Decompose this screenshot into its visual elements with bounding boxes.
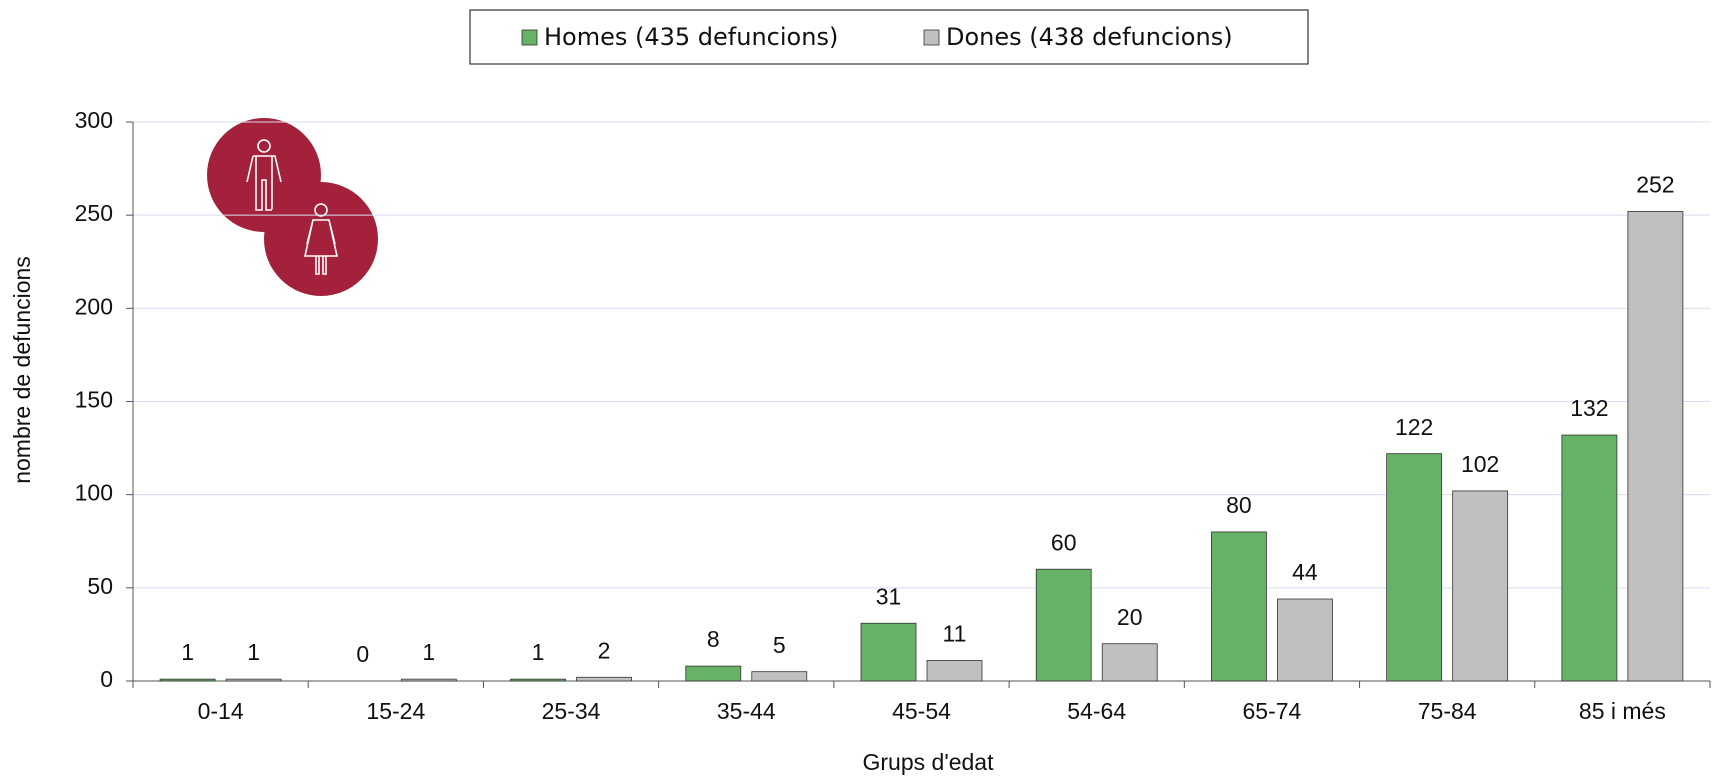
bar xyxy=(1277,598,1333,682)
x-tick-label: 54-64 xyxy=(1067,698,1126,724)
bar xyxy=(1101,643,1158,682)
data-label: 252 xyxy=(1636,172,1674,198)
x-tick-label: 85 i més xyxy=(1579,698,1666,724)
y-axis-label: nombre de defuncions xyxy=(9,256,35,484)
bar xyxy=(1452,490,1509,682)
y-tick-label: 0 xyxy=(100,666,113,692)
bar xyxy=(926,660,983,682)
y-tick-label: 200 xyxy=(75,293,113,319)
y-tick-label: 150 xyxy=(75,387,113,413)
legend-box xyxy=(469,9,1309,65)
legend-label: Homes (435 defuncions) xyxy=(544,23,838,51)
legend-label: Dones (438 defuncions) xyxy=(946,23,1233,51)
x-tick-label: 75-84 xyxy=(1418,698,1477,724)
data-label: 102 xyxy=(1461,451,1499,477)
icons xyxy=(207,118,378,296)
data-label: 0 xyxy=(356,641,369,667)
bar xyxy=(1627,211,1684,682)
data-label: 60 xyxy=(1051,529,1077,555)
bar xyxy=(860,622,917,682)
bar xyxy=(1211,531,1267,682)
data-label: 44 xyxy=(1292,559,1318,585)
x-axis-label: Grups d'edat xyxy=(863,749,995,775)
data-label: 2 xyxy=(598,637,611,663)
data-label: 132 xyxy=(1570,395,1608,421)
data-label: 8 xyxy=(707,626,720,652)
y-tick-label: 250 xyxy=(75,200,113,226)
x-tick-label: 0-14 xyxy=(198,698,244,724)
bar xyxy=(225,678,282,682)
bar xyxy=(510,678,566,682)
bar xyxy=(685,665,742,682)
bar xyxy=(1561,434,1618,682)
bar xyxy=(751,671,808,682)
bar xyxy=(400,678,457,682)
bar xyxy=(1386,453,1443,682)
data-label: 1 xyxy=(532,639,545,665)
data-label: 80 xyxy=(1226,492,1252,518)
data-label: 5 xyxy=(773,632,786,658)
female-icon-circle xyxy=(264,182,378,296)
male-icon xyxy=(246,139,282,211)
bar xyxy=(576,676,632,682)
data-label: 1 xyxy=(181,639,194,665)
x-tick-label: 25-34 xyxy=(542,698,601,724)
x-tick-label: 45-54 xyxy=(892,698,951,724)
female-icon xyxy=(304,203,338,275)
bar xyxy=(1035,568,1092,682)
y-tick-label: 50 xyxy=(87,573,113,599)
y-tick-label: 300 xyxy=(75,107,113,133)
data-label: 122 xyxy=(1395,414,1433,440)
bar xyxy=(159,678,216,682)
legend-swatch xyxy=(923,29,940,46)
data-label: 20 xyxy=(1117,604,1143,630)
data-label: 1 xyxy=(422,639,435,665)
data-label: 31 xyxy=(876,583,902,609)
data-label: 11 xyxy=(943,621,967,647)
data-label: 1 xyxy=(247,639,260,665)
x-tick-label: 65-74 xyxy=(1243,698,1302,724)
x-tick-label: 35-44 xyxy=(717,698,776,724)
legend-swatch xyxy=(521,29,538,46)
y-tick-label: 100 xyxy=(75,480,113,506)
x-tick-label: 15-24 xyxy=(366,698,425,724)
